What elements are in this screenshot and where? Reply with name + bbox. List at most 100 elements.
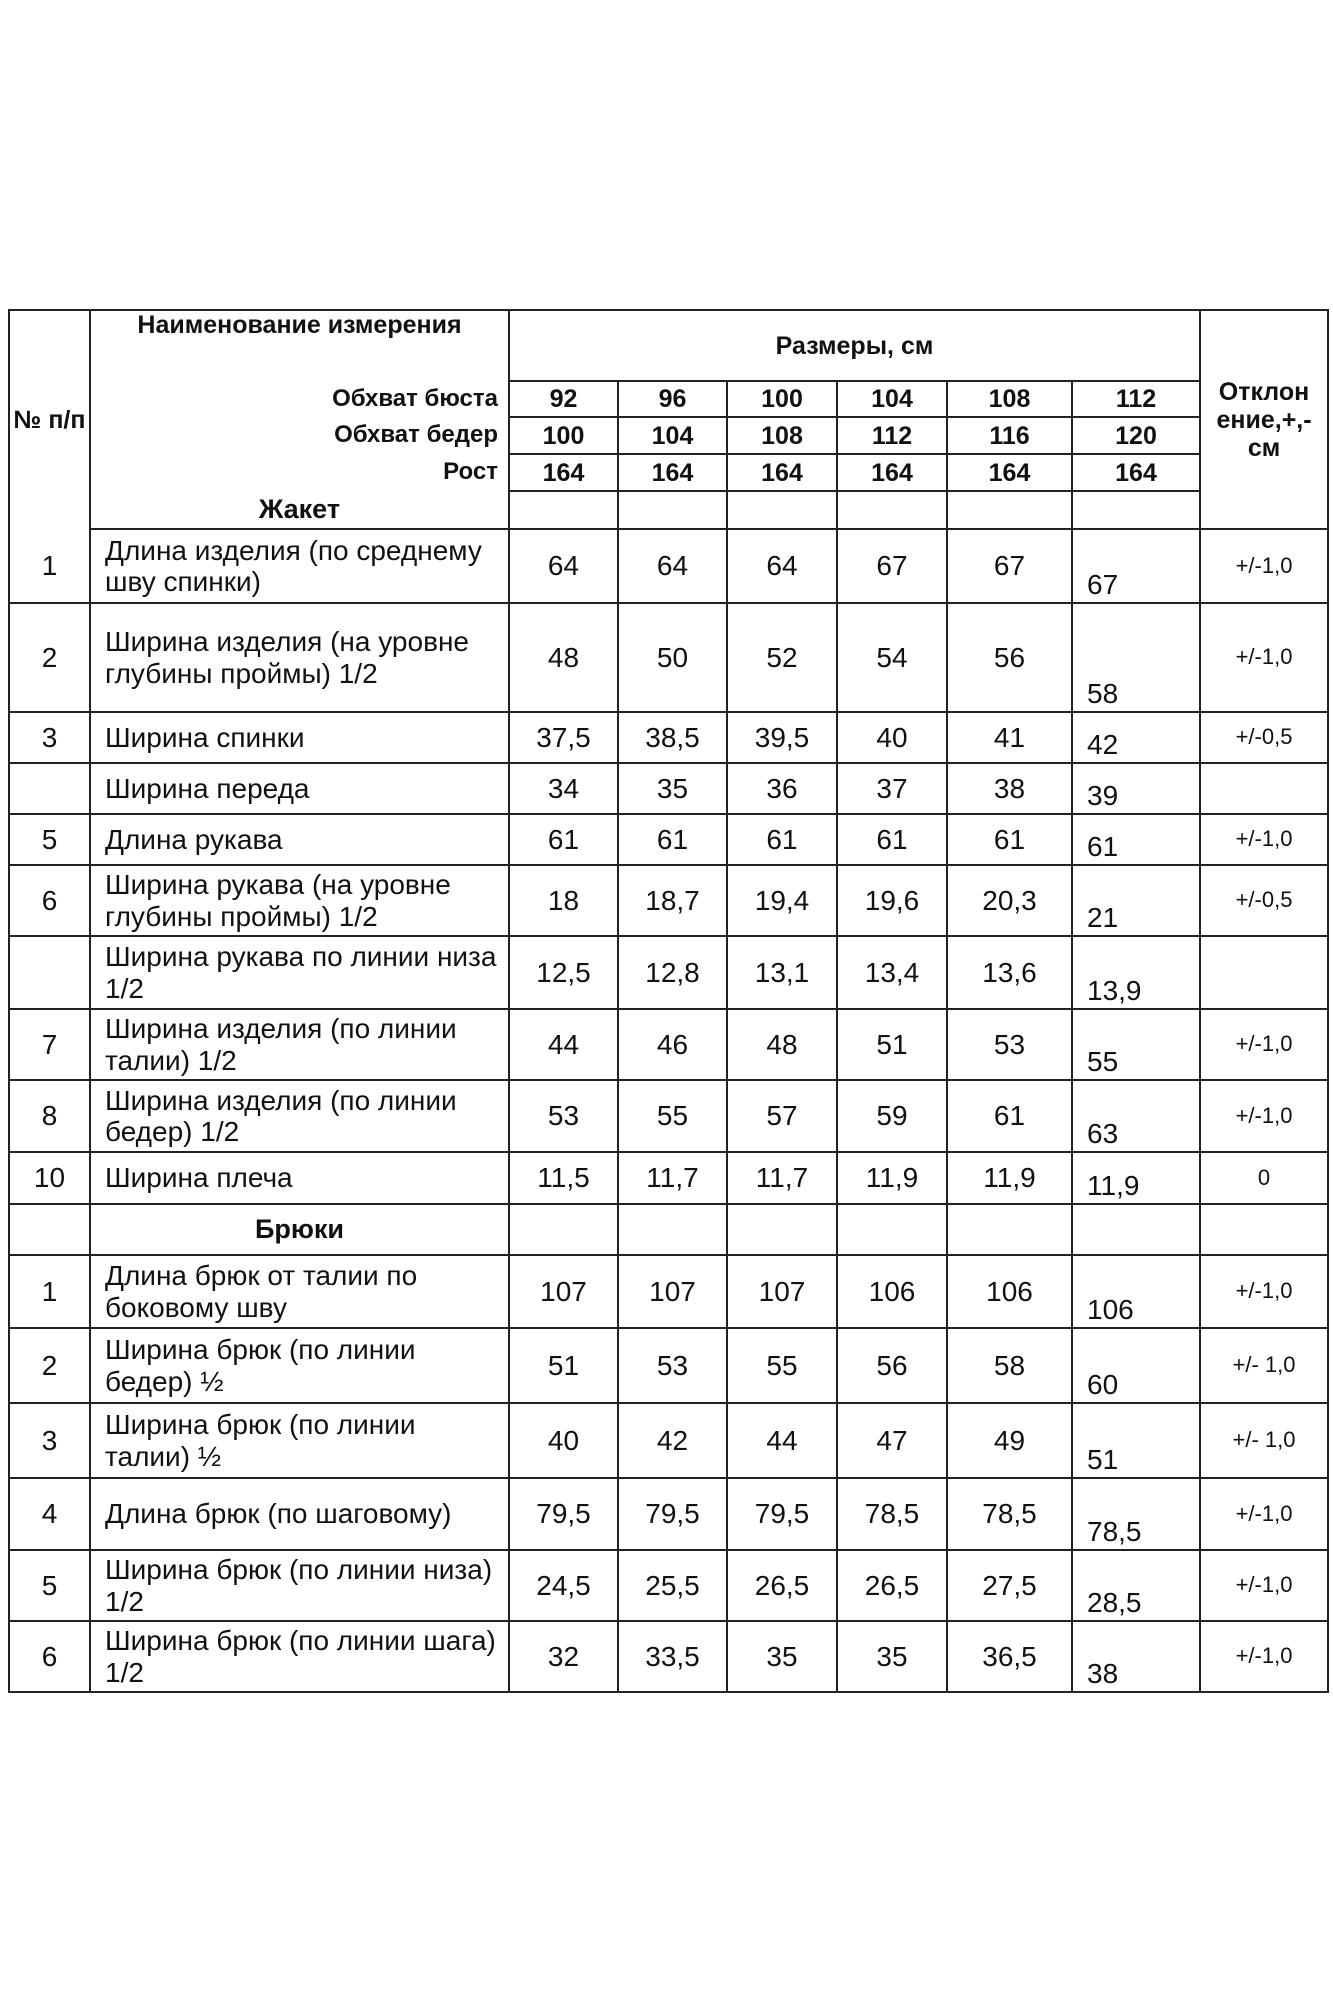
row-number: 8 <box>8 1079 91 1153</box>
empty-cell <box>508 1203 619 1256</box>
param-value: 116 <box>946 416 1073 455</box>
row-number: 1 <box>8 528 91 604</box>
size-value: 19,4 <box>726 864 838 937</box>
size-value: 52 <box>726 602 838 713</box>
row-number: 6 <box>8 1620 91 1693</box>
size-value: 48 <box>726 1008 838 1081</box>
row-number <box>8 935 91 1010</box>
param-value: 112 <box>836 416 948 455</box>
param-value: 108 <box>946 380 1073 418</box>
row-number: 10 <box>8 1151 91 1205</box>
measurement-name: Ширина плеча <box>89 1151 510 1205</box>
size-value: 26,5 <box>726 1549 838 1622</box>
size-value: 13,6 <box>946 935 1073 1010</box>
param-value: 92 <box>508 380 619 418</box>
deviation-value: +/- 1,0 <box>1199 1402 1330 1479</box>
deviation-value <box>1199 935 1330 1010</box>
deviation-value: +/-1,0 <box>1199 528 1330 604</box>
size-value: 27,5 <box>946 1549 1073 1622</box>
table-row: 1 Длина изделия (по среднему шву спинки) 6… <box>8 528 1330 604</box>
size-value: 61 <box>1070 813 1202 866</box>
deviation-value: 0 <box>1199 1151 1330 1205</box>
param-value: 104 <box>617 416 728 455</box>
size-value: 34 <box>508 762 619 815</box>
size-value: 107 <box>726 1254 838 1329</box>
size-value: 28,5 <box>1070 1549 1202 1622</box>
size-value: 106 <box>946 1254 1073 1329</box>
number-header: № п/п <box>8 309 91 529</box>
size-value: 60 <box>1070 1327 1202 1404</box>
param-value: 164 <box>617 453 728 492</box>
size-value: 26,5 <box>836 1549 948 1622</box>
size-value: 59 <box>836 1079 948 1153</box>
table-row: 2 Ширина брюк (по линии бедер) ½ 51 53 55 56 5… <box>8 1327 1330 1404</box>
measurement-name: Длина брюк (по шаговому) <box>89 1477 510 1551</box>
deviation-value: +/-1,0 <box>1199 1008 1330 1081</box>
size-value: 20,3 <box>946 864 1073 937</box>
measurement-name: Ширина переда <box>89 762 510 815</box>
size-value: 46 <box>617 1008 728 1081</box>
table-row: Жакет <box>9 490 1328 530</box>
size-value: 40 <box>836 711 948 764</box>
measurement-name: Ширина брюк (по линии талии) ½ <box>89 1402 510 1479</box>
size-value: 37,5 <box>508 711 619 764</box>
size-value: 61 <box>836 813 948 866</box>
measurement-name: Ширина изделия (на уровне глубины проймы… <box>89 602 510 713</box>
measurement-name: Ширина изделия (по линии бедер) 1/2 <box>89 1079 510 1153</box>
row-number: 5 <box>8 1549 91 1622</box>
param-value: 164 <box>946 453 1073 492</box>
size-value: 49 <box>946 1402 1073 1479</box>
size-value: 106 <box>1070 1254 1202 1329</box>
deviation-value: +/-1,0 <box>1199 1477 1330 1551</box>
size-value: 38,5 <box>617 711 728 764</box>
empty-cell <box>1070 1203 1202 1256</box>
size-value: 19,6 <box>836 864 948 937</box>
size-value: 53 <box>946 1008 1073 1081</box>
size-value: 38 <box>946 762 1073 815</box>
table-row: 1 Длина брюк от талии по боковому шву 107 1… <box>8 1254 1330 1329</box>
size-value: 79,5 <box>726 1477 838 1551</box>
deviation-value: +/-1,0 <box>1199 1079 1330 1153</box>
size-value: 35 <box>726 1620 838 1693</box>
table-row: Обхват бедер 100 104 108 112 116 120 <box>9 416 1328 455</box>
param-value: 104 <box>836 380 948 418</box>
size-value: 64 <box>617 528 728 604</box>
size-value: 58 <box>946 1327 1073 1404</box>
size-value: 21 <box>1070 864 1202 937</box>
measurement-name: Ширина брюк (по линии шага) 1/2 <box>89 1620 510 1693</box>
measurement-name: Ширина спинки <box>89 711 510 764</box>
table-row: Брюки <box>8 1203 1330 1256</box>
row-number <box>8 762 91 815</box>
size-value: 61 <box>617 813 728 866</box>
size-value: 47 <box>836 1402 948 1479</box>
table-row: Ширина рукава по линии низа 1/2 12,5 12,8 1… <box>8 935 1330 1010</box>
deviation-value: +/- 1,0 <box>1199 1327 1330 1404</box>
measurement-name: Ширина изделия (по линии талии) 1/2 <box>89 1008 510 1081</box>
size-value: 42 <box>1070 711 1202 764</box>
measurement-name: Длина рукава <box>89 813 510 866</box>
size-value: 67 <box>946 528 1073 604</box>
param-value: 164 <box>508 453 619 492</box>
size-value: 79,5 <box>617 1477 728 1551</box>
table-row: 6 Ширина рукава (на уровне глубины проймы… <box>8 864 1330 937</box>
size-value: 35 <box>617 762 728 815</box>
deviation-value <box>1199 762 1330 815</box>
row-number: 2 <box>8 602 91 713</box>
param-label: Рост <box>89 454 510 491</box>
param-value: 108 <box>726 416 838 455</box>
size-value: 11,5 <box>508 1151 619 1205</box>
size-value: 13,4 <box>836 935 948 1010</box>
size-value: 57 <box>726 1079 838 1153</box>
table-row: Рост 164 164 164 164 164 164 <box>9 453 1328 492</box>
size-value: 55 <box>617 1079 728 1153</box>
size-value: 48 <box>508 602 619 713</box>
size-value: 78,5 <box>946 1477 1073 1551</box>
size-value: 79,5 <box>508 1477 619 1551</box>
size-value: 41 <box>946 711 1073 764</box>
row-number: 1 <box>8 1254 91 1329</box>
row-number: 6 <box>8 864 91 937</box>
size-value: 64 <box>726 528 838 604</box>
empty-cell <box>946 1203 1073 1256</box>
row-number: 3 <box>8 711 91 764</box>
table-row: 7 Ширина изделия (по линии талии) 1/2 44 46… <box>8 1008 1330 1081</box>
